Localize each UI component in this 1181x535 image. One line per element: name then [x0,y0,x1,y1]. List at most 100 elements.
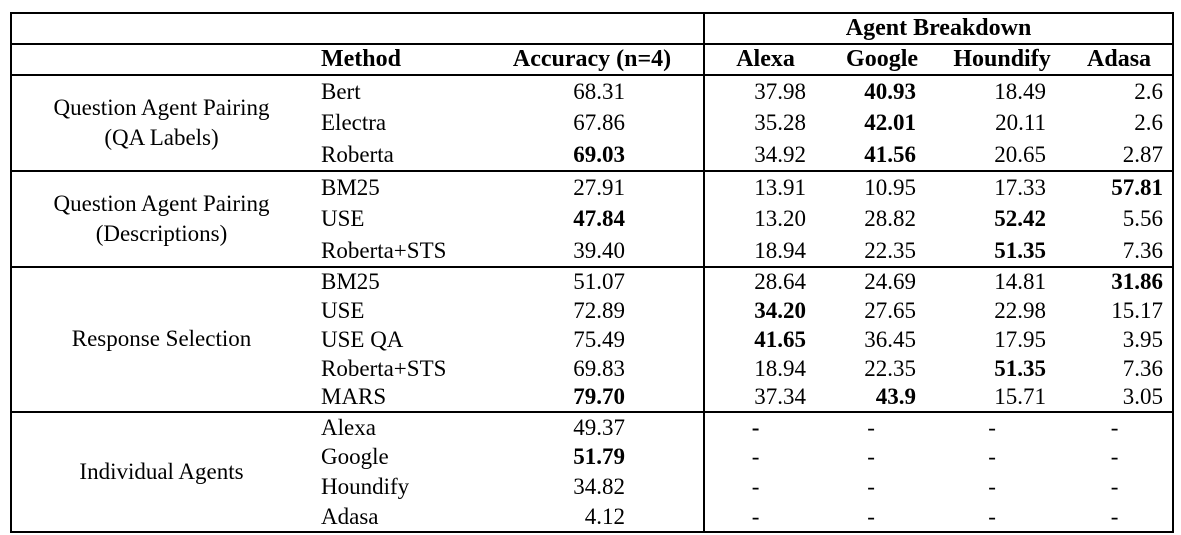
method-cell: Houndify [321,474,410,499]
agent-cell-google: 24.69 [864,269,917,294]
group-descriptions: Question Agent Pairing (Descriptions) BM2… [11,171,1174,267]
table-row: Response Selection BM25 51.07 28.64 24.6… [11,267,1173,351]
agent-cell-alexa: 28.64 [703,267,827,296]
agent-cell-houndify: 17.33 [994,174,1047,200]
agent-cell-google: - [867,474,875,499]
accuracy-cell: 51.79 [573,444,626,469]
agent-cell-alexa: 41.65 [703,325,827,354]
header-row-top: Agent Breakdown [11,13,1174,45]
results-table: Agent Breakdown Method Accuracy (n=4) Al… [10,12,1175,533]
group-label: Response Selection [11,267,311,412]
agent-cell-houndify: 51.35 [994,355,1047,381]
header-method: Method [311,44,481,76]
agent-cell-google: - [867,414,875,440]
agent-cell-alexa: 37.34 [703,383,827,412]
agent-cell-google: 22.35 [864,355,917,381]
agent-cell-alexa: 13.91 [703,171,827,203]
agent-cell-google: 22.35 [864,237,917,263]
table-row: Individual Agents Alexa 49.37 - - - - [11,412,1173,484]
method-cell: Alexa [321,414,376,440]
agent-cell-adasa: 2.87 [1122,141,1164,167]
agent-cell-google: 41.56 [864,141,917,167]
accuracy-cell: 51.07 [573,269,626,294]
agent-cell-adasa: - [1110,503,1119,529]
group-response-selection: Response Selection BM25 51.07 28.64 24.6… [11,267,1174,412]
agent-cell-adasa: 7.36 [1122,355,1164,381]
method-cell: USE [321,206,365,231]
header-google: Google [826,44,939,76]
group-label: Individual Agents [11,412,311,532]
header-adasa: Adasa [1066,44,1174,76]
agent-cell-adasa: 2.6 [1134,110,1164,135]
agent-cell-houndify: 52.42 [994,206,1047,231]
group-label-line: (Descriptions) [95,221,228,246]
agent-cell-google: 40.93 [864,78,917,104]
agent-cell-alexa: - [703,502,827,532]
accuracy-cell: 79.70 [573,384,626,409]
agent-cell-alexa: - [703,412,827,442]
agent-cell-google: 28.82 [864,206,917,231]
agent-cell-adasa: - [1110,414,1119,440]
accuracy-cell: 39.40 [573,237,626,263]
agent-cell-google: 43.9 [875,384,917,409]
accuracy-cell: 67.86 [573,110,626,135]
group-individual-agents: Individual Agents Alexa 49.37 - - - - Go… [11,412,1174,532]
method-cell: Bert [321,78,361,104]
agent-cell-houndify: - [988,503,996,529]
table-row: USE 72.89 34.20 27.65 22.98 15.17 [11,296,1173,325]
group-label-line: Question Agent Pairing [53,94,270,120]
agent-cell-adasa: 5.56 [1122,206,1164,231]
agent-cell-alexa: - [703,442,827,472]
accuracy-cell: 69.03 [573,141,626,167]
agent-cell-houndify: - [988,414,996,440]
table-row: Roberta+STS 69.83 18.94 22.35 51.35 7.36 [11,354,1173,383]
header-alexa: Alexa [703,44,827,76]
agent-cell-alexa: 18.94 [703,235,827,267]
agent-cell-google: - [867,503,875,529]
method-cell: Roberta+STS [321,237,447,263]
agent-cell-houndify: 20.11 [995,110,1047,135]
group-label-line: Individual Agents [79,458,244,484]
header-row: Method Accuracy (n=4) Alexa Google Hound… [11,44,1174,76]
table-row: Roberta+STS 39.40 18.94 22.35 51.35 7.36 [11,235,1173,267]
method-cell: Roberta+STS [321,355,447,381]
agent-cell-houndify: 22.98 [994,297,1047,323]
accuracy-cell: 47.84 [573,206,626,231]
accuracy-cell: 49.37 [573,414,626,440]
agent-cell-houndify: - [988,474,996,499]
table-row: USE QA 75.49 41.65 36.45 17.95 3.95 [11,325,1173,354]
agent-cell-google: 36.45 [864,326,917,352]
agent-cell-houndify: 14.81 [994,269,1047,294]
agent-cell-alexa: 13.20 [703,203,827,235]
agent-cell-google: 42.01 [864,110,917,135]
method-cell: Electra [321,110,387,135]
group-label: Question Agent Pairing (QA Labels) [11,75,311,171]
table-row: Google 51.79 - - - - [11,442,1173,472]
agent-cell-alexa: - [703,472,827,502]
method-cell: BM25 [321,269,380,294]
agent-cell-google: 10.95 [864,174,917,200]
accuracy-cell: 72.89 [573,297,626,323]
method-cell: BM25 [321,174,380,200]
agent-cell-adasa: 31.86 [1111,269,1164,294]
group-label-line: Question Agent Pairing [53,190,270,216]
method-cell: Roberta [321,141,394,167]
agent-cell-adasa: 3.95 [1122,326,1164,352]
table-row: Adasa 4.12 - - - - [11,502,1173,532]
method-cell: USE QA [321,326,404,352]
agent-cell-alexa: 18.94 [703,354,827,383]
header-houndify: Houndify [938,44,1067,76]
agent-cell-adasa: 7.36 [1122,237,1164,263]
method-cell: MARS [321,384,387,409]
accuracy-cell: 69.83 [573,355,626,381]
table-container: Agent Breakdown Method Accuracy (n=4) Al… [10,12,1175,533]
group-label: Question Agent Pairing (Descriptions) [11,171,311,267]
agent-cell-adasa: - [1110,474,1119,499]
accuracy-cell: 75.49 [573,326,626,352]
agent-cell-houndify: 18.49 [994,78,1047,104]
agent-cell-google: 27.65 [864,297,917,323]
agent-cell-houndify: 51.35 [994,237,1047,263]
method-cell: USE [321,297,365,323]
agent-cell-houndify: 15.71 [994,384,1047,409]
table-row: Roberta 69.03 34.92 41.56 20.65 2.87 [11,139,1173,171]
